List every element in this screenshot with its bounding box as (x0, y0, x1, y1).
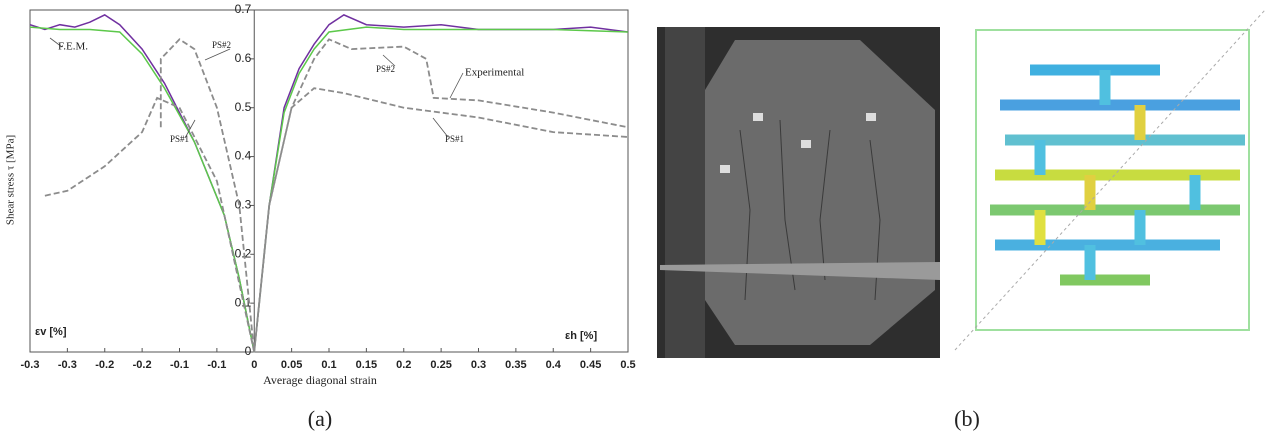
y-tick-label: 0.2 (235, 246, 252, 260)
y-tick-label: 0.7 (235, 2, 252, 16)
annotation: PS#2 (212, 40, 231, 50)
annotation: εh [%] (565, 330, 597, 342)
x-tick-label: -0.3 (21, 359, 40, 371)
annotation: PS#2 (376, 64, 395, 74)
x-tick-label: 0.2 (396, 359, 411, 371)
x-tick-label: -0.2 (133, 359, 152, 371)
annotation-leader (49, 37, 63, 48)
x-tick-label: 0.25 (430, 359, 451, 371)
data-line (159, 38, 629, 353)
annotation: εv [%] (35, 326, 67, 338)
x-tick-label: 0.05 (281, 359, 302, 371)
y-tick-label: 0.1 (235, 295, 252, 309)
x-axis-label: Average diagonal strain (263, 373, 377, 387)
x-tick-label: 0.5 (620, 359, 635, 371)
annotation: F.E.M. (58, 41, 88, 53)
annotation: PS#1 (170, 134, 189, 144)
annotation-leader (382, 54, 396, 67)
y-tick-label: 0 (245, 344, 252, 358)
plot-frame (29, 9, 629, 353)
x-tick-label: 0 (251, 359, 257, 371)
y-tick-label: 0.4 (235, 149, 252, 163)
annotation: PS#1 (445, 134, 464, 144)
annotation-leader (184, 119, 196, 139)
y-tick-label: 0.5 (235, 100, 252, 114)
x-tick-label: 0.4 (546, 359, 562, 371)
data-line (44, 87, 629, 353)
annotation: Experimental (465, 67, 524, 79)
panel-label: (b) (954, 406, 980, 431)
panel-label: (a) (308, 406, 332, 431)
x-tick-label: -0.2 (95, 359, 114, 371)
y-axis-label: Shear stress τ [MPa] (5, 135, 17, 225)
annotation-leader (432, 117, 449, 138)
annotation-leader (204, 48, 231, 61)
x-tick-label: -0.3 (58, 359, 77, 371)
x-tick-label: 0.45 (580, 359, 601, 371)
annotation-leader (449, 72, 464, 99)
x-tick-label: -0.1 (170, 359, 189, 371)
data-line (29, 14, 629, 353)
specimen-photo (657, 27, 940, 358)
x-tick-label: 0.1 (321, 359, 336, 371)
x-tick-label: 0.35 (505, 359, 526, 371)
x-tick-label: 0.15 (356, 359, 377, 371)
y-tick-label: 0.6 (235, 51, 252, 65)
x-tick-label: 0.3 (471, 359, 486, 371)
data-line (29, 26, 629, 353)
x-tick-label: -0.1 (207, 359, 226, 371)
fem-contour (954, 9, 1266, 351)
